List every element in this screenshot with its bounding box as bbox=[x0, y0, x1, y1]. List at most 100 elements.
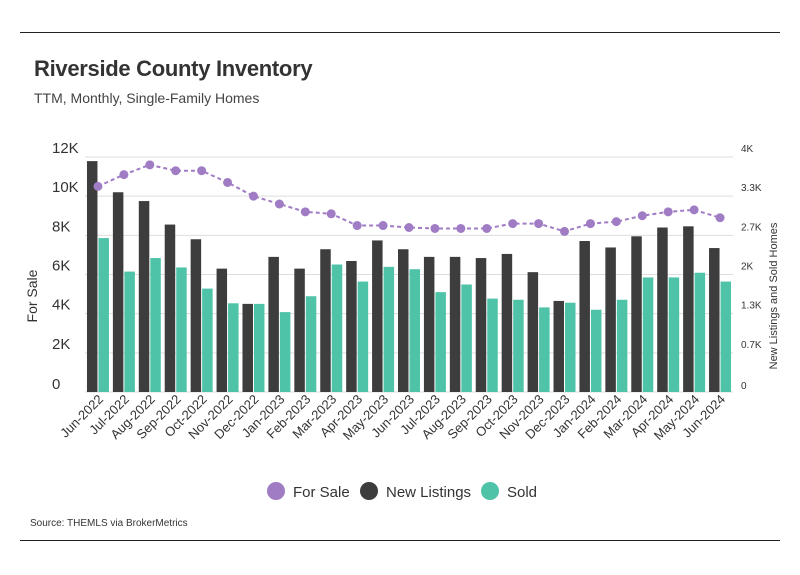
point-for-sale bbox=[715, 213, 725, 223]
legend-swatch bbox=[267, 482, 285, 500]
bar-sold bbox=[331, 264, 343, 392]
point-for-sale bbox=[171, 166, 181, 176]
point-for-sale bbox=[119, 170, 129, 180]
bar-new-listings bbox=[112, 192, 124, 392]
bar-sold bbox=[98, 238, 109, 392]
bar-new-listings bbox=[527, 272, 539, 392]
bar-sold bbox=[720, 281, 732, 392]
bar-new-listings bbox=[372, 240, 383, 392]
y-tick-label: 8K bbox=[52, 218, 70, 235]
legend-swatch bbox=[360, 482, 378, 500]
y-tick-label: 12K bbox=[52, 140, 79, 157]
top-rule bbox=[20, 32, 780, 33]
bar-new-listings bbox=[294, 268, 305, 392]
bar-sold bbox=[253, 303, 265, 392]
bar-sold bbox=[590, 309, 602, 392]
bar-new-listings bbox=[216, 268, 228, 392]
point-for-sale bbox=[585, 219, 595, 229]
point-for-sale bbox=[378, 221, 388, 231]
bar-new-listings bbox=[398, 249, 409, 392]
bar-sold bbox=[409, 269, 420, 392]
point-for-sale bbox=[508, 219, 518, 229]
bar-new-listings bbox=[501, 253, 513, 392]
bar-sold bbox=[357, 281, 369, 392]
point-for-sale bbox=[534, 219, 544, 229]
bar-sold bbox=[279, 312, 291, 392]
bar-new-listings bbox=[631, 236, 642, 392]
point-for-sale bbox=[637, 211, 647, 221]
bar-new-listings bbox=[553, 300, 565, 392]
bar-sold bbox=[668, 277, 680, 392]
point-for-sale bbox=[274, 199, 284, 209]
bar-new-listings bbox=[657, 227, 668, 392]
bar-sold bbox=[616, 299, 628, 392]
bar-sold bbox=[150, 258, 161, 392]
bar-sold bbox=[461, 284, 472, 392]
bar-sold bbox=[435, 292, 446, 392]
bar-new-listings bbox=[605, 247, 616, 392]
bar-sold bbox=[539, 307, 550, 392]
y-tick-label: 0 bbox=[52, 376, 60, 393]
y-tick-label: 4K bbox=[52, 297, 70, 314]
point-for-sale bbox=[482, 223, 492, 233]
bar-new-listings bbox=[242, 303, 253, 392]
bar-new-listings bbox=[709, 248, 720, 392]
bar-sold bbox=[694, 272, 706, 392]
y-tick-label: 6K bbox=[52, 258, 70, 275]
point-for-sale bbox=[248, 191, 258, 201]
bar-sold bbox=[565, 302, 576, 392]
bar-new-listings bbox=[268, 256, 279, 392]
legend-label: Sold bbox=[507, 484, 537, 501]
point-for-sale bbox=[404, 223, 414, 232]
bar-new-listings bbox=[320, 249, 331, 392]
y2-tick-label: 3.3K bbox=[741, 183, 762, 194]
point-for-sale bbox=[430, 223, 440, 233]
bar-sold bbox=[642, 277, 654, 392]
y2-tick-label: 0.7K bbox=[741, 340, 762, 351]
point-for-sale bbox=[663, 207, 673, 217]
legend-label: For Sale bbox=[293, 484, 350, 501]
bar-sold bbox=[176, 267, 187, 392]
legend-swatch bbox=[481, 482, 499, 500]
bar-sold bbox=[124, 271, 135, 392]
bar-new-listings bbox=[683, 226, 694, 392]
chart-title: Riverside County Inventory bbox=[34, 56, 313, 81]
bar-new-listings bbox=[164, 224, 176, 392]
y2-tick-label: 0 bbox=[741, 381, 747, 392]
y2-tick-label: 2K bbox=[741, 262, 754, 273]
point-for-sale bbox=[197, 166, 207, 176]
point-for-sale bbox=[560, 226, 570, 236]
bar-sold bbox=[305, 296, 317, 392]
bar-sold bbox=[202, 288, 213, 392]
point-for-sale bbox=[93, 181, 103, 191]
line-for-sale bbox=[97, 163, 721, 233]
legend-label: New Listings bbox=[386, 484, 471, 501]
y2-tick-label: 2.7K bbox=[741, 222, 762, 233]
bar-new-listings bbox=[449, 256, 461, 392]
chart-subtitle: TTM, Monthly, Single-Family Homes bbox=[34, 90, 260, 106]
bar-new-listings bbox=[475, 258, 487, 392]
bar-sold bbox=[383, 266, 395, 392]
bar-sold bbox=[513, 299, 524, 392]
bar-sold bbox=[487, 298, 498, 392]
bar-new-listings bbox=[138, 201, 150, 392]
point-for-sale bbox=[689, 205, 699, 215]
point-for-sale bbox=[456, 223, 466, 233]
source-note: Source: THEMLS via BrokerMetrics bbox=[30, 518, 188, 529]
bar-new-listings bbox=[346, 260, 357, 392]
point-for-sale bbox=[300, 207, 310, 217]
bar-new-listings bbox=[190, 239, 202, 392]
point-for-sale bbox=[352, 221, 362, 231]
y2-tick-label: 4K bbox=[741, 144, 754, 155]
bar-sold bbox=[228, 303, 239, 392]
bar-new-listings bbox=[579, 241, 590, 392]
point-for-sale bbox=[223, 177, 233, 187]
bottom-rule bbox=[20, 540, 780, 541]
y2-tick-label: 1.3K bbox=[741, 301, 762, 312]
y2-axis-title: New Listings and Sold Homes bbox=[768, 222, 780, 369]
y-axis-title: For Sale bbox=[24, 269, 40, 322]
y-tick-label: 10K bbox=[52, 179, 79, 196]
point-for-sale bbox=[611, 217, 621, 227]
bar-new-listings bbox=[86, 161, 98, 392]
